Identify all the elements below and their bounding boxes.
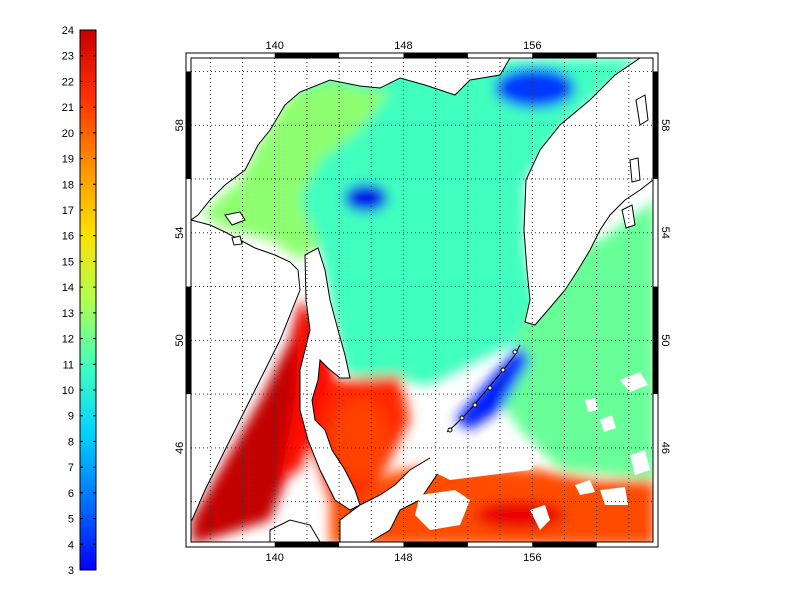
lat-label-left: 50	[174, 334, 186, 346]
colorbar-ramp	[79, 29, 97, 571]
lat-label-left: 46	[174, 442, 186, 454]
lon-label-top: 148	[394, 40, 412, 52]
map-frame	[185, 52, 659, 548]
colorbar-tick-label: 21	[62, 102, 74, 114]
colorbar-tick-label: 20	[62, 128, 74, 140]
gap-east-3	[630, 450, 650, 475]
colorbar-tick-label: 23	[62, 51, 74, 63]
lon-label-bottom: 148	[394, 552, 412, 564]
colorbar-tick-label: 22	[62, 76, 74, 88]
colorbar-tick-label: 10	[62, 385, 74, 397]
shantar-islands	[224, 211, 246, 226]
graticule	[191, 58, 653, 542]
region-southern-hotspot	[475, 501, 565, 529]
gap-south-2	[530, 505, 550, 530]
colorbar-tick-label: 19	[62, 154, 74, 166]
region-aniva-bay	[332, 400, 388, 480]
gap-east-1	[620, 372, 648, 392]
kamchatka-east-islands	[635, 94, 649, 126]
colorbar: 3 4 5 6 7 8 9 10 11 12 13 14 15 16 17 18 19 20 21 22 23 24	[62, 25, 97, 577]
colorbar-tick-label: 5	[68, 514, 74, 526]
region-pacific-east	[500, 201, 653, 480]
region-cold-eddy	[344, 184, 388, 212]
land-japan-south	[269, 519, 321, 542]
colorbar-ticks: 3 4 5 6 7 8 9 10 11 12 13 14 15 16 17 18 19 20 21 22 23 24	[62, 25, 96, 577]
colorbar-tick-label: 6	[68, 488, 74, 500]
colorbar-tick-label: 4	[68, 539, 74, 551]
colorbar-tick-label: 16	[62, 231, 74, 243]
map-field	[191, 58, 653, 542]
lon-label-bottom: 156	[523, 552, 541, 564]
lon-label-bottom: 140	[266, 552, 284, 564]
region-kuril-cold-strip	[455, 345, 530, 430]
lat-label-left: 54	[174, 227, 186, 239]
colorbar-tick-label: 12	[62, 334, 74, 346]
gap-east-5	[575, 480, 595, 495]
colorbar-tick-label: 14	[62, 282, 74, 294]
gap-east-2	[600, 415, 616, 432]
colorbar-tick-label: 8	[68, 436, 74, 448]
colorbar-tick-label: 24	[62, 25, 74, 37]
gap-kuril	[430, 440, 540, 480]
longitude-labels: 140 140 148 148 156 156	[266, 40, 542, 564]
lon-label-top: 140	[266, 40, 284, 52]
colorbar-tick-label: 7	[68, 462, 74, 474]
colorbar-tick-label: 18	[62, 179, 74, 191]
land-hokkaido	[339, 457, 441, 542]
lat-label-right: 54	[659, 227, 671, 239]
gap-east-6	[585, 398, 598, 412]
gap-south-1	[415, 490, 470, 530]
no-data-gaps	[415, 372, 650, 530]
land-kamchatka	[523, 58, 653, 326]
islands	[224, 94, 649, 433]
latitude-labels: 58 58 54 54 50 50 46 46	[174, 119, 671, 454]
lat-label-right: 50	[659, 334, 671, 346]
region-japan-sea-west	[192, 300, 320, 542]
colorbar-tick-label: 9	[68, 411, 74, 423]
colorbar-tick-label: 15	[62, 256, 74, 268]
lat-label-right: 46	[659, 442, 671, 454]
region-north-coast-band	[200, 80, 390, 260]
colorbar-tick-label: 3	[68, 565, 74, 577]
colorbar-tick-label: 11	[63, 359, 74, 371]
land	[191, 58, 653, 542]
colorbar-tick-label: 13	[62, 308, 74, 320]
lon-label-top: 156	[523, 40, 541, 52]
gap-east-4	[600, 487, 628, 505]
lat-label-right: 58	[659, 119, 671, 131]
region-central-sea	[270, 58, 640, 385]
region-northeast-cold-patch	[495, 68, 575, 108]
lat-label-left: 58	[174, 119, 186, 131]
colorbar-tick-label: 17	[62, 205, 74, 217]
frame-bars	[186, 53, 658, 547]
land-sakhalin	[299, 247, 361, 511]
